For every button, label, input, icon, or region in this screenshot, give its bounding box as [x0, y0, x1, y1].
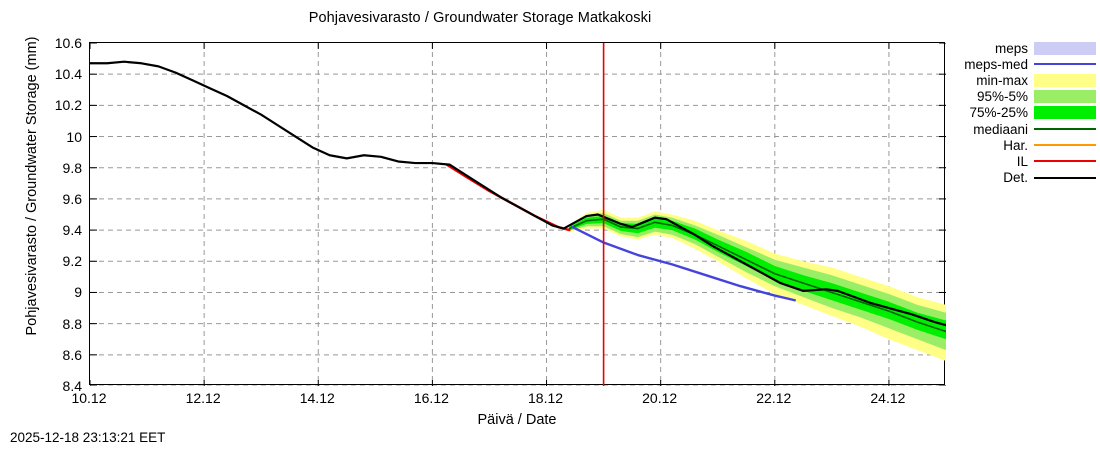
legend-swatch [1034, 58, 1096, 71]
line-Det. [90, 60, 946, 327]
x-tick-label: 12.12 [185, 390, 221, 406]
legend-line-sample [1034, 144, 1096, 147]
legend-swatch [1034, 90, 1096, 104]
legend-swatch [1034, 171, 1096, 184]
legend-item-95-5: 95%-5% [962, 89, 1096, 105]
legend-swatch [1034, 106, 1096, 120]
y-tick-label: 8.4 [62, 378, 82, 394]
legend-item-75-25: 75%-25% [962, 105, 1096, 121]
legend-line-sample [1034, 176, 1096, 179]
line-mediaani [568, 218, 946, 333]
y-tick-label: 10.6 [54, 35, 82, 51]
x-axis-label: Päivä / Date [477, 412, 557, 428]
legend-item-meps-med: meps-med [962, 56, 1096, 72]
plot-area [89, 42, 946, 386]
legend-label: 95%-5% [976, 89, 1028, 105]
legend-item-il: IL [962, 153, 1096, 169]
legend-item-mediaani: mediaani [962, 121, 1096, 137]
legend-swatch [1034, 139, 1096, 152]
y-tick-label: 10.4 [54, 66, 82, 83]
y-tick-label: 9.8 [62, 159, 82, 176]
y-tick-label: 9.6 [62, 190, 82, 207]
legend-line-sample [1034, 63, 1096, 66]
legend-label: meps-med [964, 56, 1028, 72]
data-lines [90, 60, 946, 333]
chart-legend: meps meps-med min-max 95%-5% 75%-25% mediaani… [962, 40, 1096, 190]
legend-swatch [1034, 41, 1096, 55]
legend-label: Det. [1003, 170, 1028, 186]
legend-item-min-max: min-max [962, 72, 1096, 88]
x-tick-label: 24.12 [870, 390, 906, 406]
x-tick-label: 14.12 [299, 390, 335, 406]
y-tick-label: 9 [74, 284, 82, 301]
x-tick-label: 16.12 [413, 390, 449, 406]
band-min-max [569, 209, 946, 362]
legend-item-meps: meps [962, 40, 1096, 56]
x-tick-label: 18.12 [528, 390, 564, 406]
y-tick-label: 10.2 [54, 97, 82, 114]
y-tick-label: 9.2 [62, 253, 82, 270]
legend-label: meps [994, 40, 1028, 56]
legend-label: min-max [976, 72, 1028, 88]
legend-line-sample [1034, 128, 1096, 131]
uncertainty-bands [569, 209, 946, 362]
plot-canvas [90, 43, 946, 386]
y-tick-label: 8.6 [62, 346, 82, 363]
y-tick-label: 8.8 [62, 315, 82, 332]
legend-label: Har. [1003, 137, 1028, 153]
band-95%-5% [569, 212, 946, 351]
legend-line-sample [1034, 160, 1096, 163]
y-tick-label: 10 [66, 128, 82, 145]
legend-swatch [1034, 123, 1096, 136]
x-tick-label: 10.12 [71, 390, 107, 406]
legend-item-det: Det. [962, 170, 1096, 186]
x-tick-label: 22.12 [756, 390, 792, 406]
legend-label: IL [1016, 153, 1028, 169]
gridlines [90, 43, 946, 386]
line-meps-med [571, 225, 796, 302]
y-tick-label: 9.4 [62, 222, 82, 239]
legend-item-har: Har. [962, 137, 1096, 153]
x-tick-label: 20.12 [642, 390, 678, 406]
legend-label: mediaani [973, 121, 1028, 137]
render-timestamp: 2025-12-18 23:13:21 EET [10, 430, 166, 445]
legend-label: 75%-25% [969, 105, 1028, 121]
chart-title: Pohjavesivarasto / Groundwater Storage M… [308, 10, 652, 26]
legend-swatch [1034, 73, 1096, 87]
legend-swatch [1034, 155, 1096, 168]
